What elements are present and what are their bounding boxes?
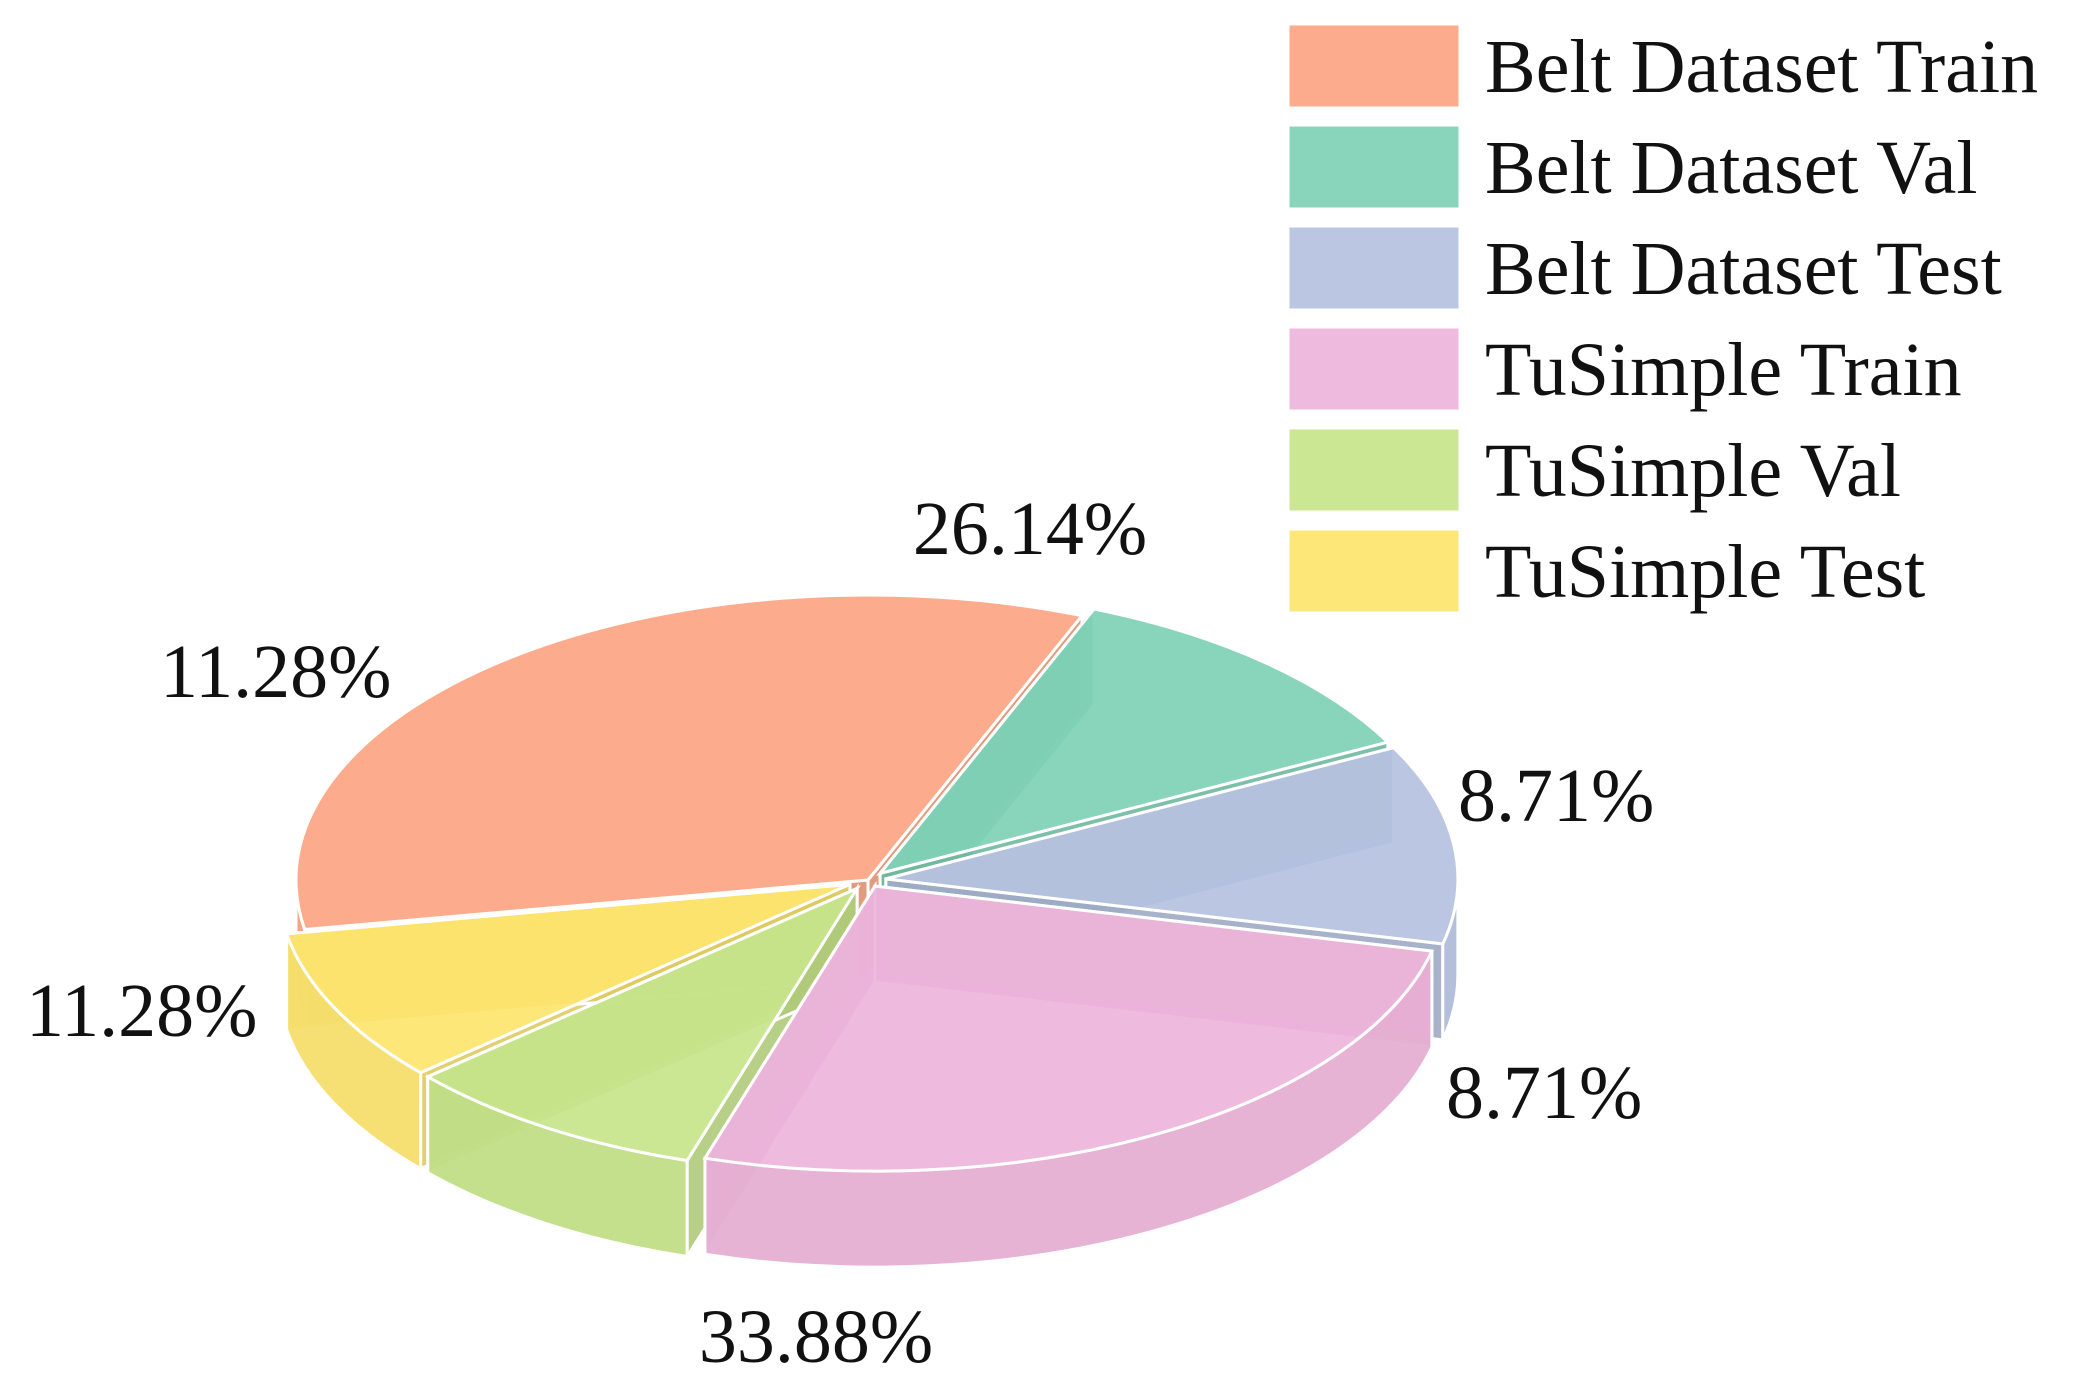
- legend-swatch: [1286, 527, 1462, 615]
- legend-label: TuSimple Val: [1485, 429, 1901, 513]
- data-label: 8.71%: [1446, 1051, 1642, 1135]
- legend-label: Belt Dataset Test: [1485, 227, 2002, 311]
- legend-swatch: [1286, 22, 1462, 110]
- legend-label: TuSimple Train: [1485, 328, 1962, 412]
- data-label: 8.71%: [1458, 754, 1654, 838]
- pie-data-labels: 33.88% 11.28% 11.28% 26.14% 8.71% 8.71%: [26, 487, 1654, 1379]
- pie-slices: [284, 593, 1460, 1269]
- pie-slice-top: [284, 882, 851, 1075]
- pie-slice-top: [885, 745, 1460, 946]
- legend-label: TuSimple Test: [1485, 530, 1925, 614]
- legend-swatch: [1286, 123, 1462, 211]
- legend-label: Belt Dataset Train: [1485, 25, 2038, 109]
- legend-swatch: [1286, 325, 1462, 413]
- pie-slice-top: [876, 607, 1391, 876]
- pie-slice-top: [424, 885, 861, 1163]
- data-label: 11.28%: [26, 969, 258, 1053]
- pie-slice-top: [702, 884, 1435, 1173]
- legend-swatch: [1286, 426, 1462, 514]
- data-label: 26.14%: [913, 487, 1147, 571]
- data-label: 33.88%: [699, 1295, 933, 1379]
- legend-swatch: [1286, 224, 1462, 312]
- pie-slice: [702, 880, 1435, 1269]
- legend: Belt Dataset Train Belt Dataset Val Belt D…: [1286, 22, 2038, 615]
- data-label: 11.28%: [160, 630, 392, 714]
- pie-slice-top: [294, 593, 1085, 932]
- legend-label: Belt Dataset Val: [1485, 126, 1977, 210]
